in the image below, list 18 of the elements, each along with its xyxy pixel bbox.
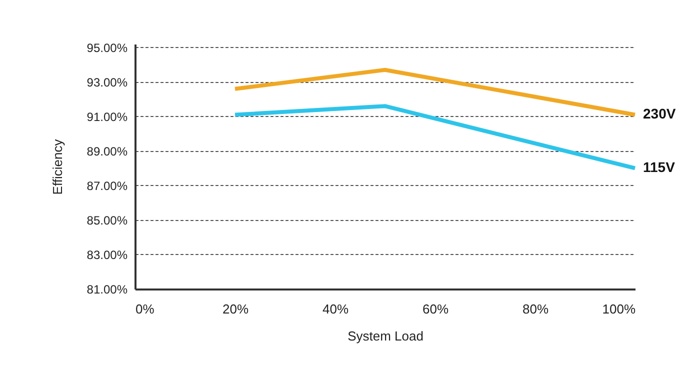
x-tick-label: 100% (602, 302, 636, 316)
y-tick-label: 93.00% (86, 75, 128, 90)
x-tick-label: 80% (522, 302, 549, 316)
y-tick-label: 87.00% (86, 178, 128, 193)
y-tick-label: 81.00% (86, 282, 128, 296)
y-axis-title: Efficiency (50, 138, 65, 195)
y-tick-label: 83.00% (86, 248, 128, 262)
series-label: 230V (643, 106, 676, 122)
y-tick-label: 91.00% (86, 110, 128, 124)
x-tick-label: 40% (322, 302, 349, 316)
x-axis-title: System Load (348, 328, 424, 344)
x-tick-label: 60% (422, 302, 449, 316)
x-tick-label: 0% (136, 302, 155, 316)
series-label: 115V (643, 159, 676, 176)
x-tick-label: 20% (222, 302, 249, 316)
y-tick-label: 95.00% (86, 40, 128, 55)
y-tick-label: 85.00% (86, 213, 128, 228)
y-tick-label: 89.00% (86, 144, 128, 158)
